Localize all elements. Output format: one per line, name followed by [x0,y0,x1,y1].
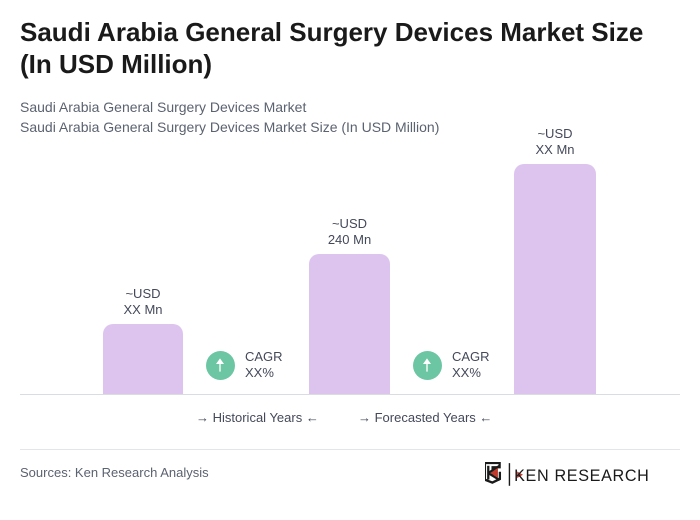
svg-text:KEN RESEARCH: KEN RESEARCH [514,467,649,485]
